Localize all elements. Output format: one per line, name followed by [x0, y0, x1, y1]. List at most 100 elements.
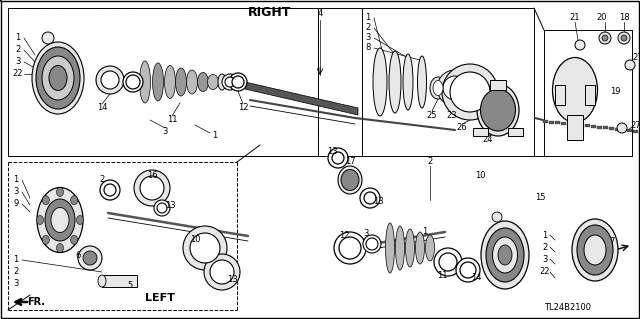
Ellipse shape: [341, 169, 359, 190]
Circle shape: [140, 176, 164, 200]
Polygon shape: [245, 82, 358, 115]
Ellipse shape: [56, 188, 63, 197]
Circle shape: [157, 203, 167, 213]
Circle shape: [437, 70, 473, 106]
Circle shape: [42, 32, 54, 44]
Bar: [561, 122, 566, 125]
Text: 22: 22: [540, 268, 550, 277]
Bar: [627, 129, 632, 132]
Circle shape: [78, 246, 102, 270]
Ellipse shape: [486, 228, 524, 282]
Circle shape: [334, 232, 366, 264]
Text: 1: 1: [15, 33, 20, 42]
Bar: [567, 115, 583, 140]
Text: 24: 24: [483, 136, 493, 145]
Ellipse shape: [164, 65, 175, 99]
Ellipse shape: [36, 216, 44, 225]
Ellipse shape: [430, 77, 446, 99]
Circle shape: [575, 40, 585, 50]
Text: 27: 27: [630, 122, 640, 130]
Text: 9: 9: [13, 199, 19, 209]
Circle shape: [456, 258, 480, 282]
Text: 2: 2: [99, 175, 104, 184]
Circle shape: [460, 262, 476, 278]
Circle shape: [126, 75, 140, 89]
Circle shape: [621, 35, 627, 41]
Ellipse shape: [49, 65, 67, 91]
Text: 12: 12: [339, 232, 349, 241]
Circle shape: [190, 233, 220, 263]
Bar: [102, 275, 137, 287]
Circle shape: [617, 123, 627, 133]
Ellipse shape: [32, 42, 84, 114]
Bar: [603, 126, 608, 130]
Text: 3: 3: [15, 57, 20, 66]
Text: 4: 4: [317, 10, 323, 19]
Circle shape: [100, 180, 120, 200]
Bar: [8, 8, 318, 156]
Ellipse shape: [77, 216, 83, 225]
Text: 22: 22: [13, 70, 23, 78]
Circle shape: [492, 212, 502, 222]
Text: 6: 6: [76, 251, 81, 261]
Bar: [490, 80, 506, 90]
Text: 25: 25: [427, 110, 437, 120]
Bar: [585, 85, 595, 105]
Text: 1: 1: [422, 227, 428, 236]
Circle shape: [232, 76, 244, 88]
Circle shape: [360, 188, 380, 208]
Ellipse shape: [415, 232, 424, 264]
Circle shape: [101, 71, 119, 89]
Text: 2: 2: [15, 46, 20, 55]
Circle shape: [83, 251, 97, 265]
Circle shape: [364, 192, 376, 204]
Bar: [555, 121, 560, 124]
Bar: [591, 125, 596, 128]
Ellipse shape: [37, 188, 83, 253]
Text: 3: 3: [13, 188, 19, 197]
Ellipse shape: [70, 235, 77, 244]
Text: 18: 18: [619, 13, 629, 23]
Ellipse shape: [498, 245, 512, 265]
Bar: [597, 126, 602, 129]
Text: 1: 1: [212, 131, 218, 140]
Text: 1: 1: [365, 13, 371, 23]
Text: 3: 3: [364, 229, 369, 239]
Bar: [615, 128, 620, 131]
Circle shape: [96, 66, 124, 94]
Ellipse shape: [338, 166, 362, 194]
Text: 16: 16: [147, 170, 157, 180]
Ellipse shape: [36, 47, 80, 109]
Text: 26: 26: [457, 123, 467, 132]
Text: 2: 2: [428, 158, 433, 167]
Circle shape: [134, 170, 170, 206]
Ellipse shape: [175, 68, 186, 96]
Ellipse shape: [572, 219, 618, 281]
Circle shape: [434, 248, 462, 276]
Ellipse shape: [98, 275, 106, 287]
Circle shape: [225, 77, 235, 87]
Ellipse shape: [493, 237, 518, 273]
Text: FR.: FR.: [27, 297, 45, 307]
Text: 12: 12: [237, 103, 248, 113]
Ellipse shape: [42, 56, 74, 100]
Text: 2: 2: [13, 268, 19, 277]
Ellipse shape: [406, 229, 415, 267]
Text: 13: 13: [326, 147, 337, 157]
Bar: [567, 122, 572, 126]
Bar: [549, 121, 554, 124]
Bar: [621, 128, 626, 131]
Text: 10: 10: [189, 235, 200, 244]
Ellipse shape: [426, 235, 435, 261]
Circle shape: [339, 237, 361, 259]
Text: 23: 23: [447, 110, 458, 120]
Text: 3: 3: [542, 255, 548, 263]
Bar: [609, 127, 614, 130]
Text: LEFT: LEFT: [145, 293, 175, 303]
Ellipse shape: [385, 223, 394, 273]
Text: 14: 14: [471, 273, 481, 283]
Ellipse shape: [51, 207, 69, 233]
Circle shape: [599, 32, 611, 44]
Ellipse shape: [396, 226, 404, 270]
Ellipse shape: [552, 57, 598, 122]
